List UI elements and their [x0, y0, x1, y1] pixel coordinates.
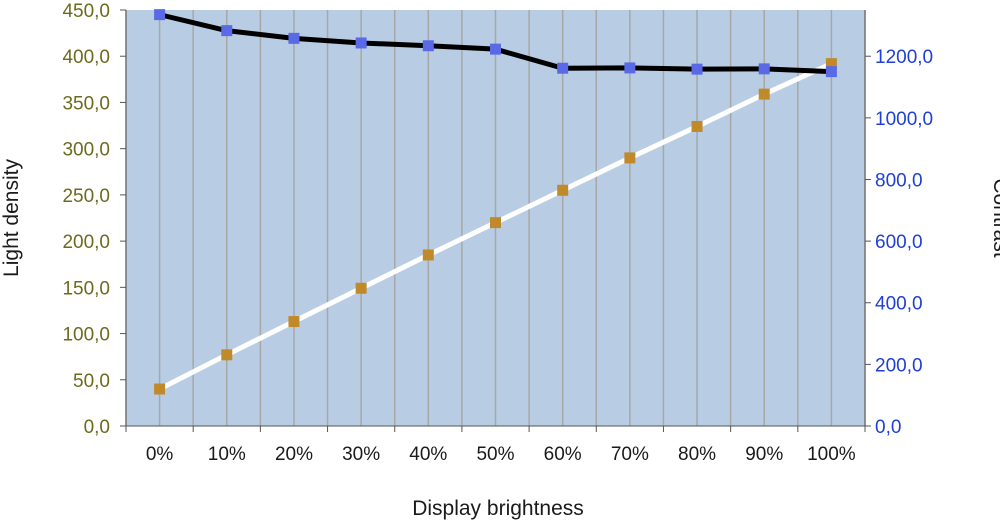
y-tick-label-right: 0,0 — [875, 417, 901, 438]
y-tick-label-left: 100,0 — [62, 325, 110, 346]
y-tick-label-left: 250,0 — [62, 186, 110, 207]
x-tick-label: 60% — [544, 444, 582, 465]
y-tick-label-right: 1000,0 — [875, 109, 933, 130]
y-axis-title-left: Light density — [0, 159, 23, 277]
data-point-marker — [758, 88, 770, 100]
x-tick-label: 0% — [146, 444, 174, 465]
data-point-marker — [355, 37, 367, 49]
y-tick-label-right: 1200,0 — [875, 47, 933, 68]
series-1 — [154, 9, 837, 78]
data-point-marker — [422, 40, 434, 52]
x-tick-label: 90% — [745, 444, 783, 465]
data-point-marker — [154, 383, 166, 395]
data-point-marker — [825, 58, 837, 70]
data-point-marker — [624, 152, 636, 164]
x-tick-label: 30% — [342, 444, 380, 465]
y-tick-label-left: 350,0 — [62, 93, 110, 114]
y-tick-label-right: 800,0 — [875, 170, 923, 191]
y-tick-label-left: 150,0 — [62, 278, 110, 299]
y-tick-label-left: 0,0 — [84, 417, 110, 438]
data-point-marker — [221, 349, 233, 361]
x-tick-label: 20% — [275, 444, 313, 465]
data-point-marker — [557, 184, 569, 196]
data-point-marker — [691, 63, 703, 75]
data-point-marker — [490, 217, 501, 229]
series-layer — [154, 9, 837, 395]
data-point-marker — [288, 32, 300, 44]
data-point-marker — [825, 66, 837, 78]
y-axis-title-right: Contrast — [989, 178, 1000, 258]
x-tick-label: 80% — [678, 444, 716, 465]
y-tick-label-right: 200,0 — [875, 355, 923, 376]
data-point-marker — [154, 9, 166, 21]
data-point-marker — [691, 120, 703, 132]
data-point-marker — [221, 25, 233, 37]
x-tick-label: 70% — [611, 444, 649, 465]
y-tick-label-left: 200,0 — [62, 232, 110, 253]
y-tick-label-left: 400,0 — [62, 47, 110, 68]
axes — [120, 9, 871, 432]
y-tick-label-left: 450,0 — [62, 1, 110, 22]
data-point-marker — [624, 62, 636, 74]
gridlines — [125, 10, 866, 426]
x-tick-label: 40% — [409, 444, 447, 465]
y-tick-label-right: 600,0 — [875, 232, 923, 253]
x-tick-label: 10% — [208, 444, 246, 465]
data-point-marker — [288, 316, 300, 328]
y-tick-label-right: 400,0 — [875, 294, 923, 315]
data-point-marker — [490, 43, 501, 55]
tick-labels: 0,0 50,0 100,0 150,0 200,0 250,0 300,0 350,0 400… — [62, 1, 933, 465]
x-tick-label: 50% — [476, 444, 514, 465]
data-point-marker — [422, 249, 434, 261]
x-axis-title: Display brightness — [412, 497, 584, 520]
data-point-marker — [557, 62, 569, 74]
y-tick-label-left: 300,0 — [62, 140, 110, 161]
y-tick-label-left: 50,0 — [73, 371, 110, 392]
series-0 — [154, 58, 837, 395]
x-tick-label: 100% — [807, 444, 856, 465]
data-point-marker — [758, 63, 770, 75]
data-point-marker — [355, 282, 367, 294]
